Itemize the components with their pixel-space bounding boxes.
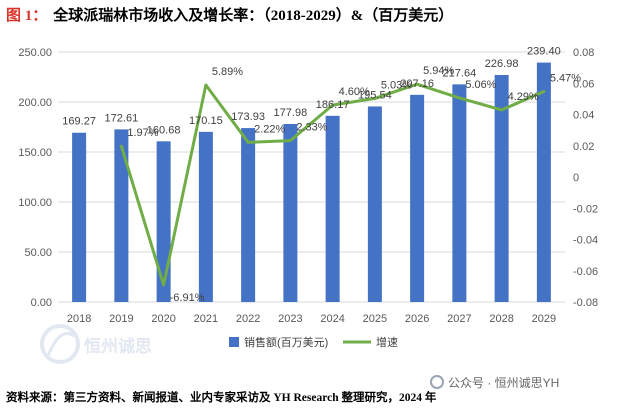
bar xyxy=(198,131,213,302)
x-tick-label: 2023 xyxy=(278,313,302,325)
x-tick-label: 2019 xyxy=(109,313,133,325)
growth-line-series xyxy=(119,82,546,287)
legend-bar-label: 销售额(百万美元) xyxy=(244,335,328,349)
bar xyxy=(536,62,551,302)
bar-value-label: 169.27 xyxy=(62,116,96,128)
bar xyxy=(367,106,382,303)
bar xyxy=(325,115,340,302)
growth-value-label: 5.03% xyxy=(381,79,412,91)
bar-value-label: 173.93 xyxy=(231,111,265,123)
chart-title: 图 1： 全球派瑞林市场收入及增长率：（2018-2029）&（百万美元） xyxy=(6,5,453,27)
bar-value-label: 195.54 xyxy=(358,89,392,101)
growth-value-label: 5.89% xyxy=(212,66,243,78)
bar xyxy=(452,84,467,302)
bar-value-label: 207.16 xyxy=(400,78,434,90)
left-tick-label: 100.00 xyxy=(18,197,52,209)
right-tick-label: 0.02 xyxy=(573,141,594,153)
growth-value-label: 2.22% xyxy=(254,123,285,135)
bar xyxy=(72,132,87,302)
growth-value-label: 4.29% xyxy=(508,91,539,103)
bar xyxy=(410,94,425,302)
right-tick-label: -0.02 xyxy=(573,203,598,215)
x-tick-label: 2018 xyxy=(67,313,91,325)
wechat-icon xyxy=(430,375,444,389)
logo-text: 恒州诚思 xyxy=(84,336,152,356)
right-axis-ticks: -0.08 -0.06 -0.04 -0.02 0 0.02 0.04 0.06 0.08 xyxy=(573,47,598,309)
bar xyxy=(114,129,129,302)
bar xyxy=(241,128,256,302)
right-tick-label: -0.04 xyxy=(573,235,598,247)
legend: 销售额(百万美元) 增速 xyxy=(229,335,398,349)
source-note: 资料来源：第三方资料、新闻报道、业内专家采访及 YH Research 整理研究… xyxy=(6,392,437,404)
bar xyxy=(494,75,509,302)
left-tick-label: 0.00 xyxy=(31,297,52,309)
watermark-text: 公众号 · 恒州诚思YH xyxy=(448,376,560,390)
left-tick-label: 200.00 xyxy=(18,97,52,109)
right-tick-label: 0.06 xyxy=(573,78,594,90)
x-tick-label: 2026 xyxy=(405,313,429,325)
growth-line xyxy=(119,82,546,287)
bar-value-label: 217.64 xyxy=(443,67,477,79)
bar-value-label: 172.61 xyxy=(105,112,139,124)
bar-value-label: 160.68 xyxy=(147,124,181,136)
growth-value-label: 4.60% xyxy=(339,86,370,98)
bar-series xyxy=(72,62,551,303)
logo-watermark-graphic: 恒州诚思 xyxy=(40,324,152,364)
gridlines xyxy=(58,51,565,303)
x-tick-label: 2024 xyxy=(320,313,344,325)
right-tick-label: -0.06 xyxy=(573,266,598,278)
bar-value-label: 186.17 xyxy=(316,99,350,111)
left-tick-label: 250.00 xyxy=(18,47,52,59)
growth-value-label: 2.33% xyxy=(296,122,327,134)
x-tick-label: 2022 xyxy=(236,313,260,325)
growth-value-label: 5.94% xyxy=(423,65,454,77)
growth-value-label: 5.06% xyxy=(465,79,496,91)
right-tick-label: 0 xyxy=(573,172,579,184)
right-tick-label: 0.08 xyxy=(573,47,594,59)
x-tick-label: 2025 xyxy=(363,313,387,325)
right-tick-label: 0.04 xyxy=(573,110,594,122)
legend-bar-swatch xyxy=(229,337,239,347)
x-tick-label: 2028 xyxy=(489,313,513,325)
x-tick-label: 2021 xyxy=(194,313,218,325)
growth-value-label: 1.97% xyxy=(127,127,158,139)
chart-title-text: 全球派瑞林市场收入及增长率：（2018-2029）&（百万美元） xyxy=(53,8,454,24)
left-tick-label: 50.00 xyxy=(24,247,52,259)
bar-value-label: 177.98 xyxy=(274,107,308,119)
left-axis-ticks: 0.00 50.00 100.00 150.00 200.00 250.00 xyxy=(18,47,52,309)
bar-value-label: 239.40 xyxy=(527,46,561,58)
x-axis-ticks: 2018 2019 2020 2021 2022 2023 2024 2025 2026 2027… xyxy=(67,313,556,325)
bar-value-label: 170.15 xyxy=(189,115,223,127)
wechat-watermark: 公众号 · 恒州诚思YH xyxy=(430,373,559,393)
growth-value-label: -6.91% xyxy=(170,292,205,304)
x-tick-label: 2020 xyxy=(151,313,175,325)
bar-value-label: 226.98 xyxy=(485,58,519,70)
left-tick-label: 150.00 xyxy=(18,147,52,159)
right-tick-label: -0.08 xyxy=(573,297,598,309)
x-tick-label: 2027 xyxy=(447,313,471,325)
legend-line-label: 增速 xyxy=(376,335,398,349)
growth-value-label: 5.47% xyxy=(550,73,581,85)
line-data-labels: 1.97% -6.91% 5.89% 2.22% 2.33% 4.60% 5.03% 5.94… xyxy=(127,65,581,304)
bar xyxy=(283,124,298,303)
x-tick-label: 2029 xyxy=(532,313,556,325)
bar-data-labels: 169.27 172.61 160.68 170.15 173.93 177.98 186.… xyxy=(62,46,560,137)
figure-label: 图 1： xyxy=(6,8,48,24)
